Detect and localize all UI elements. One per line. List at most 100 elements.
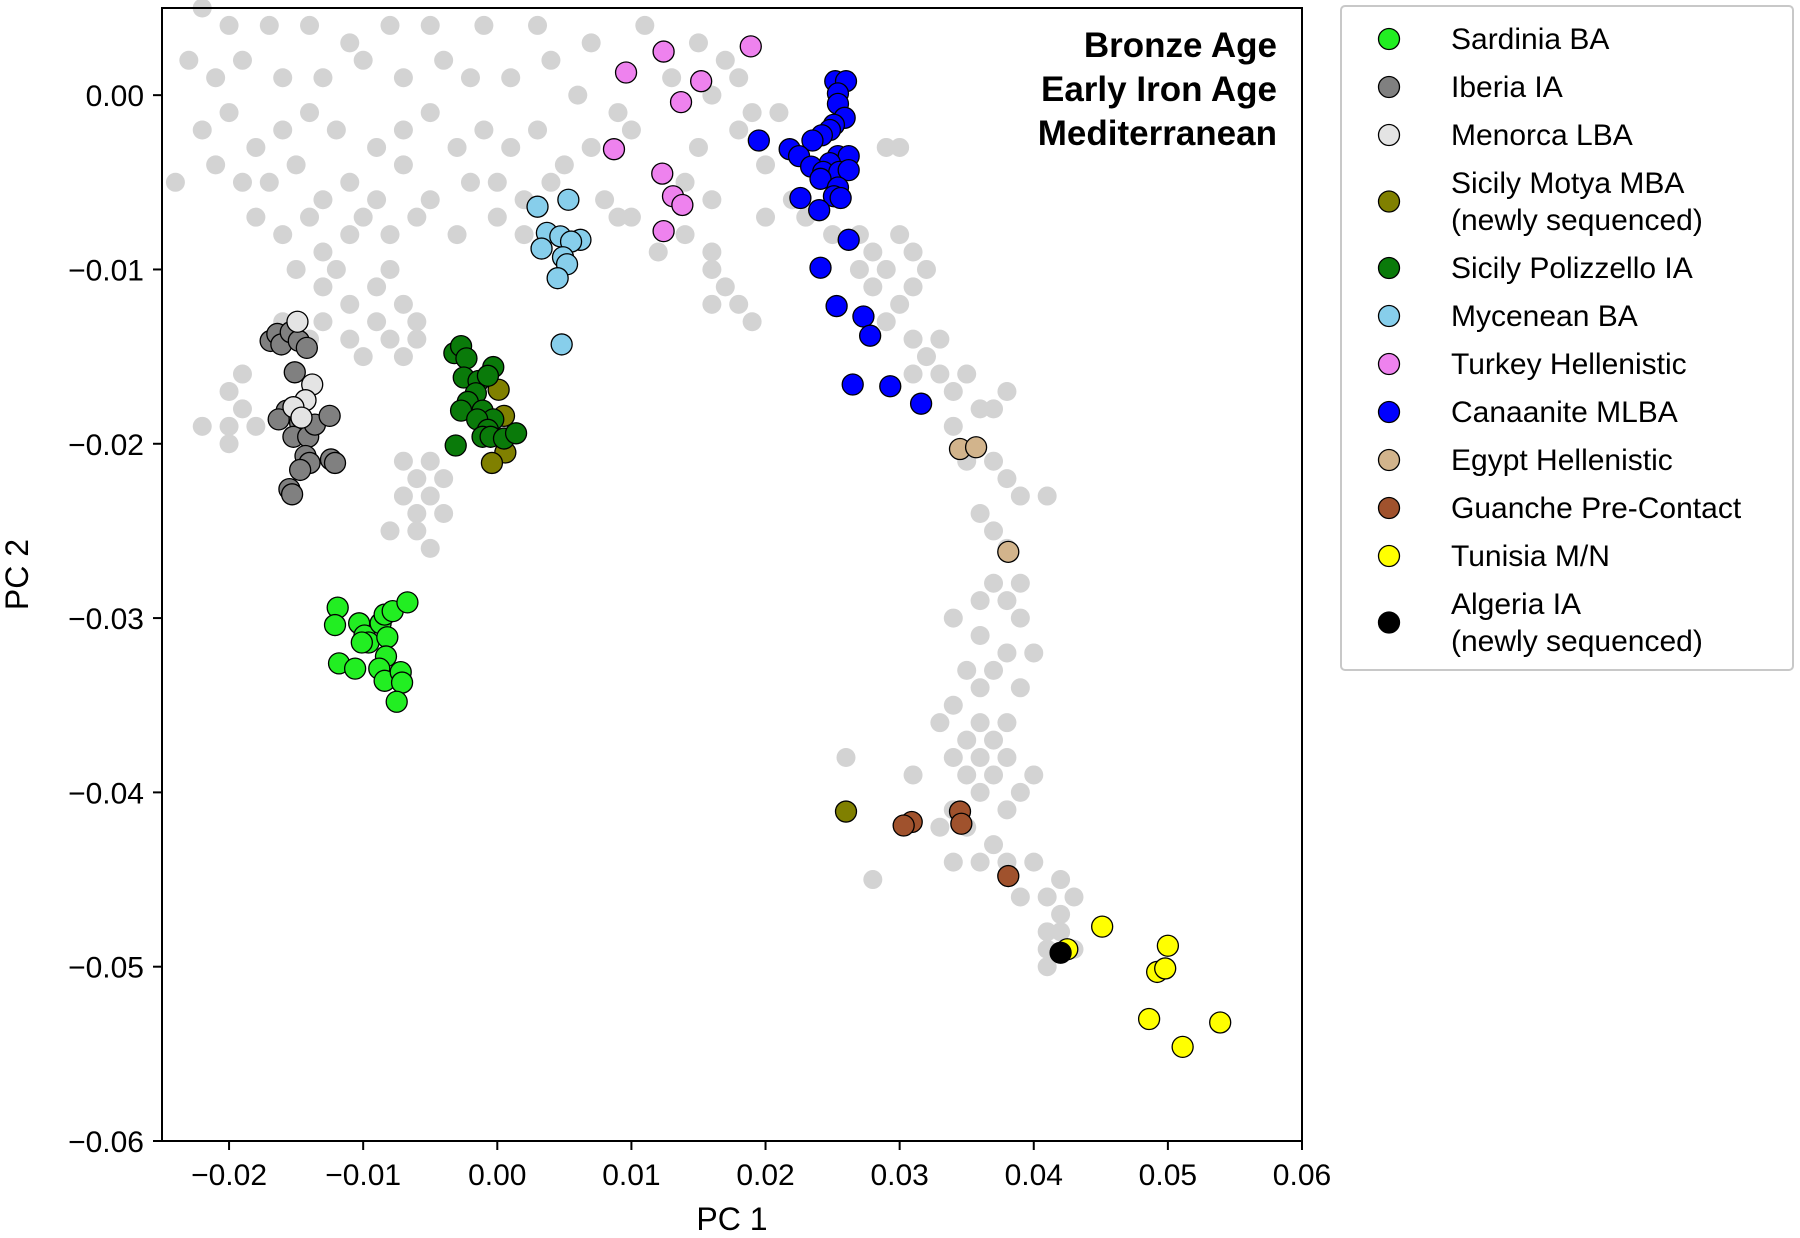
background-point bbox=[1064, 887, 1084, 907]
y-axis-ticks: 0.00 −0.01 −0.02 −0.03 −0.04 −0.05 −0.06 bbox=[68, 80, 162, 1159]
background-point bbox=[742, 312, 762, 332]
point-iberia-ia bbox=[323, 451, 347, 475]
background-point bbox=[702, 259, 722, 279]
point-sardinia-ba bbox=[376, 626, 399, 649]
point-sardinia-ba bbox=[343, 657, 367, 680]
background-point bbox=[300, 15, 320, 35]
background-point bbox=[756, 207, 776, 227]
point-canaanite-mlba bbox=[825, 294, 848, 318]
background-point bbox=[984, 451, 1004, 471]
background-point bbox=[380, 329, 400, 349]
background-point bbox=[554, 155, 574, 175]
background-point bbox=[474, 120, 494, 140]
background-point bbox=[447, 225, 467, 245]
point-egypt-hellenistic bbox=[964, 436, 988, 459]
background-point bbox=[246, 207, 266, 227]
background-point bbox=[380, 225, 400, 245]
background-point bbox=[232, 399, 252, 419]
background-point bbox=[1024, 643, 1044, 663]
point-mycenean-ba bbox=[530, 237, 553, 260]
background-point bbox=[420, 451, 440, 471]
point-iberia-ia bbox=[283, 361, 306, 384]
background-point bbox=[393, 120, 413, 140]
background-point bbox=[930, 329, 950, 349]
point-turkey-hellenistic bbox=[669, 90, 693, 114]
background-point bbox=[326, 259, 346, 279]
background-point bbox=[648, 242, 668, 262]
background-point bbox=[1037, 486, 1057, 506]
background-point bbox=[608, 207, 628, 227]
background-point bbox=[367, 312, 387, 332]
background-point bbox=[970, 626, 990, 646]
x-tick-label: −0.01 bbox=[325, 1159, 401, 1192]
y-tick-label: −0.01 bbox=[68, 254, 144, 287]
point-sardinia-ba bbox=[323, 613, 347, 637]
background-point bbox=[407, 312, 427, 332]
background-point bbox=[581, 137, 601, 157]
background-point bbox=[729, 68, 749, 88]
point-tunisia-m-n bbox=[1209, 1011, 1232, 1034]
background-point bbox=[340, 294, 360, 314]
background-point bbox=[259, 15, 279, 35]
background-point bbox=[434, 50, 454, 70]
x-axis-ticks: −0.02 −0.01 0.00 0.01 0.02 0.03 0.04 0.05 0.06 bbox=[191, 1141, 1331, 1192]
background-point bbox=[393, 68, 413, 88]
background-point bbox=[943, 381, 963, 401]
point-canaanite-mlba bbox=[837, 158, 860, 182]
background-point bbox=[286, 155, 306, 175]
background-point bbox=[300, 207, 320, 227]
background-point bbox=[407, 503, 427, 523]
chart-title-line-3: Mediterranean bbox=[1038, 114, 1277, 153]
background-point bbox=[1010, 608, 1030, 628]
point-canaanite-mlba bbox=[837, 228, 860, 251]
legend-marker bbox=[1377, 611, 1401, 634]
background-point bbox=[420, 15, 440, 35]
background-point bbox=[487, 172, 507, 192]
background-point bbox=[568, 85, 588, 105]
legend-marker bbox=[1377, 496, 1401, 520]
background-point bbox=[420, 538, 440, 558]
legend-marker bbox=[1377, 190, 1401, 213]
background-point bbox=[353, 347, 373, 367]
background-point bbox=[903, 277, 923, 297]
background-point bbox=[1037, 922, 1057, 942]
background-point bbox=[501, 68, 521, 88]
background-point bbox=[353, 207, 373, 227]
background-point bbox=[192, 120, 212, 140]
background-point bbox=[769, 103, 789, 123]
background-point bbox=[528, 15, 548, 35]
background-point bbox=[675, 172, 695, 192]
background-point bbox=[688, 137, 708, 157]
x-tick-label: 0.01 bbox=[602, 1159, 660, 1192]
point-turkey-hellenistic bbox=[652, 219, 675, 243]
background-point bbox=[340, 225, 360, 245]
background-point bbox=[984, 399, 1004, 419]
background-point bbox=[1010, 678, 1030, 698]
legend-marker bbox=[1377, 27, 1401, 51]
legend-label: Turkey Hellenistic bbox=[1451, 348, 1687, 381]
background-point bbox=[903, 242, 923, 262]
point-tunisia-m-n bbox=[1154, 957, 1177, 980]
background-point bbox=[729, 120, 749, 140]
point-canaanite-mlba bbox=[879, 375, 902, 398]
background-points bbox=[165, 0, 1084, 977]
background-point bbox=[232, 50, 252, 70]
background-point bbox=[876, 137, 896, 157]
background-point bbox=[206, 68, 226, 88]
background-point bbox=[541, 50, 561, 70]
background-point bbox=[702, 190, 722, 210]
background-point bbox=[662, 68, 682, 88]
background-point bbox=[313, 242, 333, 262]
x-tick-label: −0.02 bbox=[191, 1159, 267, 1192]
background-point bbox=[863, 870, 883, 890]
background-point bbox=[165, 172, 185, 192]
background-point bbox=[206, 155, 226, 175]
point-canaanite-mlba bbox=[808, 199, 831, 222]
background-point bbox=[313, 312, 333, 332]
legend-marker bbox=[1377, 544, 1401, 568]
legend-box bbox=[1340, 5, 1794, 671]
point-guanche-pre-contact bbox=[892, 814, 915, 837]
legend-label: Guanche Pre-Contact bbox=[1451, 492, 1742, 525]
point-iberia-ia bbox=[267, 408, 290, 431]
